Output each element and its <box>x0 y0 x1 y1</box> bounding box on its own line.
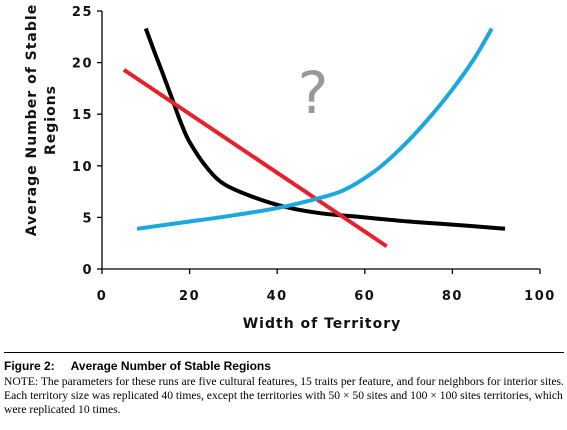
chart: 0 20 40 60 80 100 0 5 10 15 20 25 ? Width of Territ… <box>24 4 556 332</box>
caption-title-row: Figure 2: Average Number of Stable Region… <box>4 359 564 374</box>
caption-figure-number: Figure 2: <box>4 359 55 373</box>
x-axis-title: Width of Territory <box>243 316 402 332</box>
x-tick-label: 0 <box>97 289 108 304</box>
x-tick-label: 60 <box>354 289 375 304</box>
y-tick-label: 20 <box>72 57 93 72</box>
y-tick-label: 5 <box>82 211 93 226</box>
series-lines <box>122 27 506 248</box>
y-axis-title: Average Number of Stable Regions <box>24 4 59 236</box>
x-tick-label: 100 <box>524 289 556 304</box>
caption-note: NOTE: The parameters for these runs are … <box>4 375 564 416</box>
question-mark-annotation: ? <box>298 59 329 127</box>
y-tick-label: 15 <box>72 108 93 123</box>
y-tick-label: 25 <box>72 5 93 20</box>
figure-caption: Figure 2: Average Number of Stable Region… <box>4 352 564 417</box>
ticks: 0 20 40 60 80 100 0 5 10 15 20 25 <box>72 5 556 304</box>
y-tick-label: 0 <box>82 263 93 278</box>
x-tick-label: 40 <box>267 289 288 304</box>
series-line-black <box>143 27 506 231</box>
y-axis-title-line-2: Regions <box>43 85 59 155</box>
y-axis-title-line-1: Average Number of Stable <box>24 4 40 236</box>
axes <box>101 11 540 270</box>
x-tick-label: 20 <box>179 289 200 304</box>
series-line-blue <box>136 27 494 231</box>
y-tick-label: 10 <box>72 160 93 175</box>
x-tick-label: 80 <box>442 289 463 304</box>
series-line-red <box>122 68 388 248</box>
caption-title: Average Number of Stable Regions <box>70 359 271 373</box>
